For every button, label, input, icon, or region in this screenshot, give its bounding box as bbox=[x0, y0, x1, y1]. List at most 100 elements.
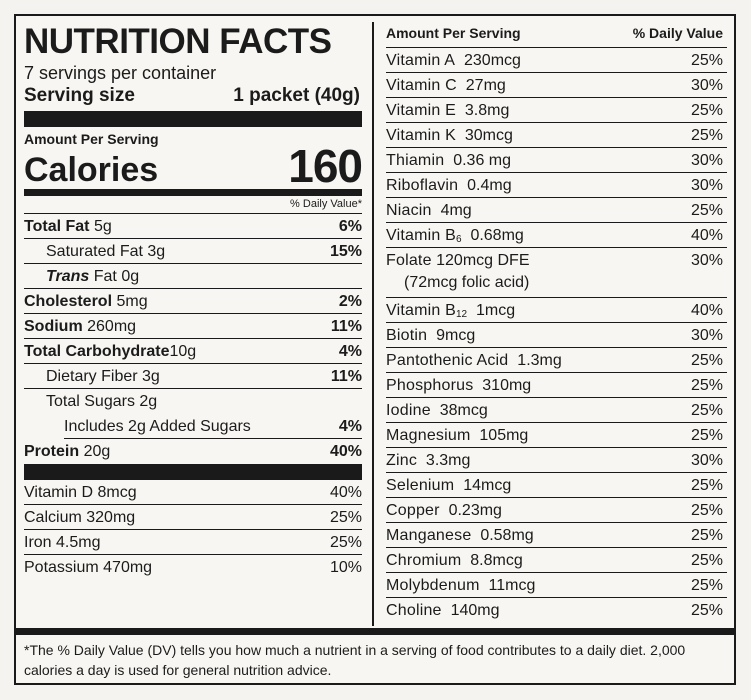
vitamin-amount: 30mcg bbox=[464, 127, 513, 144]
vitamin-row-potassium: Potassium 470mg 10% bbox=[24, 555, 362, 580]
vitamin-dv: 10% bbox=[329, 559, 362, 576]
vitamin-row-manganese: Manganese 0.58mg 25% bbox=[386, 523, 727, 548]
vitamin-amount: 4.5mg bbox=[56, 534, 101, 551]
vitamin-amount: 0.58mg bbox=[480, 527, 534, 544]
nutrient-dv: 11% bbox=[330, 318, 362, 335]
vitamin-name: Potassium bbox=[24, 559, 99, 576]
right-column: Amount Per Serving % Daily Value Vitamin… bbox=[386, 22, 727, 623]
vitamin-name: Choline bbox=[386, 602, 442, 619]
vitamin-name: Pantothenic Acid bbox=[386, 352, 509, 369]
vitamin-name: Copper bbox=[386, 502, 440, 519]
nutrient-name: Protein bbox=[24, 443, 80, 460]
vitamin-dv: 25% bbox=[690, 352, 723, 369]
nutrient-row-total-carbohydrate: Total Carbohydrate10g 4% bbox=[24, 339, 362, 364]
vitamin-dv: 25% bbox=[690, 502, 723, 519]
vitamin-amount: 1mcg bbox=[476, 302, 516, 319]
vitamin-row-iron: Iron 4.5mg 25% bbox=[24, 530, 362, 555]
vitamin-row-vitamin-b-6: Vitamin B6 0.68mg 40% bbox=[386, 223, 727, 248]
vitamin-amount: 8mcg bbox=[97, 484, 137, 501]
nutrient-name: Total Fat bbox=[24, 218, 90, 235]
nutrient-amount: 5mg bbox=[116, 293, 148, 310]
vitamin-name: Manganese bbox=[386, 527, 472, 544]
vitamin-name: Zinc bbox=[386, 452, 418, 469]
vitamin-amount: 4mg bbox=[440, 202, 472, 219]
vitamin-dv: 25% bbox=[329, 509, 362, 526]
vitamin-name: Molybdenum bbox=[386, 577, 480, 594]
nutrient-name: Cholesterol bbox=[24, 293, 113, 310]
nutrient-amount: 3g bbox=[142, 368, 160, 385]
vitamin-dv: 25% bbox=[690, 477, 723, 494]
nutrient-amount: 5g bbox=[93, 218, 112, 235]
vitamin-dv: 30% bbox=[690, 252, 723, 269]
vitamin-subscript: 12 bbox=[455, 309, 468, 320]
vitamin-name: Vitamin K bbox=[386, 127, 456, 144]
vitamin-row-chromium: Chromium 8.8mcg 25% bbox=[386, 548, 727, 573]
vitamin-amount: 0.4mg bbox=[467, 177, 512, 194]
vitamin-row-vitamin-d: Vitamin D 8mcg 40% bbox=[24, 480, 362, 505]
vitamin-row-molybdenum: Molybdenum 11mcg 25% bbox=[386, 573, 727, 598]
vitamin-dv: 25% bbox=[690, 577, 723, 594]
nutrient-amount: 0g bbox=[121, 268, 140, 285]
vitamin-row-iodine: Iodine 38mcg 25% bbox=[386, 398, 727, 423]
vitamin-row-biotin: Biotin 9mcg 30% bbox=[386, 323, 727, 348]
vitamin-row-vitamin-b-12: Vitamin B12 1mcg 40% bbox=[386, 298, 727, 323]
nutrient-row-protein: Protein 20g 40% bbox=[24, 439, 362, 464]
vitamin-row-vitamin-c: Vitamin C 27mg 30% bbox=[386, 73, 727, 98]
nutrient-amount: 20g bbox=[83, 443, 111, 460]
vitamin-amount: 310mg bbox=[482, 377, 532, 394]
vitamin-row-vitamin-k: Vitamin K 30mcg 25% bbox=[386, 123, 727, 148]
calories-row: Calories 160 bbox=[24, 140, 363, 192]
column-divider bbox=[372, 22, 374, 626]
vitamin-dv: 25% bbox=[690, 102, 723, 119]
vitamin-name: Vitamin D bbox=[24, 484, 94, 501]
nutrient-name: Dietary Fiber bbox=[46, 368, 138, 385]
vitamin-amount: 320mg bbox=[86, 509, 136, 526]
vitamin-dv: 25% bbox=[329, 534, 362, 551]
footnote: *The % Daily Value (DV) tells you how mu… bbox=[24, 642, 686, 678]
vitamin-row-riboflavin: Riboflavin 0.4mg 30% bbox=[386, 173, 727, 198]
vitamin-amount: 1.3mg bbox=[517, 352, 562, 369]
amount-per-serving: Amount Per Serving bbox=[24, 131, 159, 147]
vitamin-dv: 40% bbox=[690, 302, 723, 319]
nutrient-row-total-fat: Total Fat 5g 6% bbox=[24, 214, 362, 239]
nutrient-dv: 2% bbox=[338, 293, 362, 310]
vitamin-amount: 11mcg bbox=[488, 577, 536, 594]
vitamin-name: Magnesium bbox=[386, 427, 471, 444]
vitamin-dv: 40% bbox=[690, 227, 723, 244]
vitamin-amount: 8.8mcg bbox=[470, 552, 523, 569]
vitamin-subscript: 6 bbox=[455, 234, 462, 245]
vitamin-dv: 25% bbox=[690, 552, 723, 569]
right-header-amount: Amount Per Serving bbox=[386, 25, 521, 41]
nutrient-dv: 15% bbox=[329, 243, 362, 260]
vitamin-dv: 30% bbox=[690, 452, 723, 469]
nutrient-row-added-sugars: Includes 2g Added Sugars 4% bbox=[64, 414, 362, 439]
vitamin-amount: 120mcg DFE bbox=[436, 252, 530, 269]
vitamin-name: Vitamin A bbox=[386, 52, 456, 69]
vitamin-dv: 30% bbox=[690, 152, 723, 169]
vitamin-name: Riboflavin bbox=[386, 177, 459, 194]
thick-divider bbox=[24, 111, 362, 127]
vitamin-dv: 30% bbox=[690, 77, 723, 94]
thick-divider bbox=[24, 464, 362, 480]
vitamin-dv: 25% bbox=[690, 602, 723, 619]
vitamin-name: Folate bbox=[386, 252, 432, 269]
vitamin-row-calcium: Calcium 320mg 25% bbox=[24, 505, 362, 530]
nutrient-row-sodium: Sodium 260mg 11% bbox=[24, 314, 362, 339]
vitamin-dv: 30% bbox=[690, 177, 723, 194]
vitamin-name: Thiamin bbox=[386, 152, 445, 169]
vitamin-amount: 14mcg bbox=[463, 477, 512, 494]
left-column: NUTRITION FACTS 7 servings per container… bbox=[24, 22, 363, 580]
nutrient-amount: 260mg bbox=[87, 318, 137, 335]
nutrient-name: Sodium bbox=[24, 318, 83, 335]
nutrient-amount: 10g bbox=[169, 343, 197, 360]
nutrient-name: Total Carbohydrate bbox=[24, 343, 170, 360]
calories-value: 160 bbox=[288, 140, 363, 192]
vitamin-row-phosphorus: Phosphorus 310mg 25% bbox=[386, 373, 727, 398]
nutrient-dv: 6% bbox=[338, 218, 362, 235]
calories-label: Calories bbox=[24, 151, 159, 189]
servings-per-container: 7 servings per container bbox=[24, 63, 217, 83]
medium-divider bbox=[24, 189, 362, 196]
vitamin-amount: 0.23mg bbox=[448, 502, 502, 519]
vitamin-name: Calcium bbox=[24, 509, 82, 526]
vitamin-amount: 230mcg bbox=[464, 52, 521, 69]
